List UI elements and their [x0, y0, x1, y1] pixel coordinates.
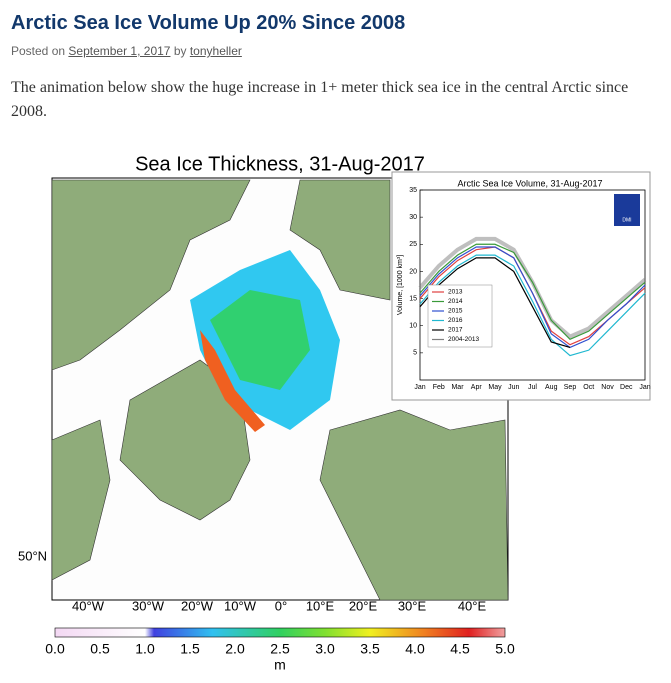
- series-line: [419, 246, 646, 349]
- colorbar-tick: 2.0: [225, 641, 245, 657]
- series-line: [419, 257, 571, 349]
- inset-xtick: Jan: [639, 384, 650, 391]
- inset-ytick: 10: [409, 323, 417, 330]
- inset-xtick: Oct: [583, 384, 594, 391]
- colorbar-tick: 1.0: [135, 641, 155, 657]
- lat-label: 50°N: [18, 548, 47, 563]
- series-line: [419, 243, 646, 341]
- inset-xtick: Jul: [528, 384, 537, 391]
- inset-ytick: 15: [409, 295, 417, 302]
- colorbar-tick: 0.5: [90, 641, 110, 657]
- inset-xtick: Jun: [508, 384, 519, 391]
- map-title: Sea Ice Thickness, 31-Aug-2017: [135, 153, 425, 175]
- date-link[interactable]: September 1, 2017: [68, 44, 171, 58]
- post-meta: Posted on September 1, 2017 by tonyhelle…: [11, 44, 242, 58]
- lon-label: 20°E: [349, 598, 378, 613]
- inset-ytick: 30: [409, 214, 417, 221]
- inset-xtick: Mar: [451, 384, 464, 391]
- author-link[interactable]: tonyheller: [189, 44, 242, 58]
- inset-ytick: 35: [409, 187, 417, 194]
- inset-xtick: Nov: [601, 384, 614, 391]
- dmi-text: DMI: [622, 217, 631, 223]
- legend-label: 2013: [448, 289, 463, 296]
- colorbar-tick: 4.0: [405, 641, 425, 657]
- inset-xtick: Sep: [564, 384, 577, 391]
- lon-label: 30°W: [132, 598, 165, 613]
- colorbar: [54, 627, 506, 638]
- lon-label: 10°E: [306, 598, 335, 613]
- post-title[interactable]: Arctic Sea Ice Volume Up 20% Since 2008: [11, 12, 406, 34]
- inset-xtick: Aug: [545, 384, 558, 391]
- inset-ytick: 25: [409, 241, 417, 248]
- lon-label: 10°W: [224, 598, 257, 613]
- ice-thick: [200, 330, 265, 432]
- inset-title: Arctic Sea Ice Volume, 31-Aug-2017: [457, 178, 602, 188]
- inset-ytick: 5: [413, 350, 417, 357]
- by: by: [173, 44, 187, 58]
- legend-label: 2014: [448, 298, 463, 305]
- colorbar-tick: 1.5: [180, 641, 200, 657]
- lon-label: 0°: [275, 598, 287, 613]
- inset-ytick: 20: [409, 268, 417, 275]
- ice-mid: [210, 290, 310, 390]
- figure: Sea Ice Thickness, 31-Aug-2017 40°W 30°W 2…: [18, 153, 651, 673]
- lon-label: 20°W: [181, 598, 214, 613]
- colorbar-tick: 4.5: [450, 641, 470, 657]
- lon-label: 30°E: [398, 598, 427, 613]
- posted: Posted on: [11, 44, 66, 58]
- colorbar-tick: 5.0: [495, 641, 515, 657]
- colorbar-tick: 0.0: [45, 641, 65, 657]
- inset-xtick: Apr: [471, 384, 483, 391]
- dmi-badge: [614, 194, 640, 226]
- inset-xtick: Dec: [620, 384, 633, 391]
- paragraph: The animation below show the huge increa…: [11, 79, 629, 120]
- colorbar-tick: 3.0: [315, 641, 335, 657]
- land: [51, 179, 509, 601]
- colorbar-tick: 3.5: [360, 641, 380, 657]
- lon-labels: 40°W 30°W 20°W 10°W 0° 10°E 20°E 30°E 40°E: [72, 598, 486, 613]
- inset-xtick: May: [488, 384, 502, 391]
- lon-label: 40°W: [72, 598, 105, 613]
- legend-box: [427, 284, 493, 348]
- inset-plot: 5 10 15 20 25 30 35 Jan Feb Mar Apr May Jun Jul Aug Sep…: [409, 187, 651, 391]
- legend-label: 2017: [448, 327, 463, 334]
- inset-ylabel: Volume, [1000 km³]: [397, 255, 404, 315]
- inset-xtick: Feb: [433, 384, 445, 391]
- inset-xtick: Jan: [414, 384, 425, 391]
- series-line: [419, 254, 646, 357]
- legend-label: 2015: [448, 308, 463, 315]
- colorbar-unit: m: [274, 657, 286, 673]
- legend-label: 2004-2013: [448, 336, 479, 343]
- colorbar-tick: 2.5: [270, 641, 290, 657]
- colorbar-ticks: 0.0 0.5 1.0 1.5 2.0 2.5 3.0 3.5 4.0 4.5 5.0: [45, 641, 515, 657]
- lon-label: 40°E: [458, 598, 487, 613]
- legend-label: 2016: [448, 317, 463, 324]
